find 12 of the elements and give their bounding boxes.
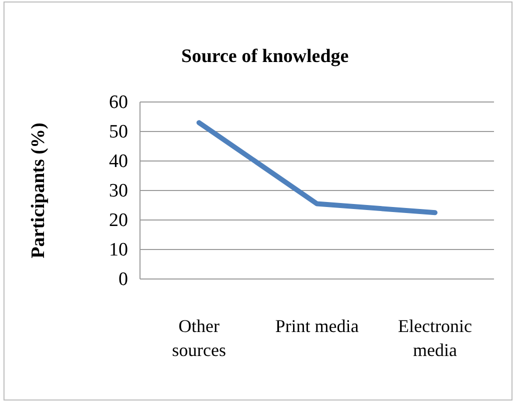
- y-tick-label: 20: [109, 210, 128, 232]
- y-tick-label: 40: [109, 151, 128, 172]
- x-tick-label: Electronic media: [398, 316, 472, 360]
- y-tick-label: 60: [109, 92, 128, 114]
- y-tick-label: 30: [109, 180, 128, 202]
- x-tick-label: Print media: [275, 316, 359, 336]
- y-tick-label: 0: [118, 269, 128, 290]
- x-tick-label: Other sources: [172, 316, 226, 360]
- y-tick-label: 10: [109, 240, 128, 261]
- y-axis-title: Participants (%): [28, 122, 49, 258]
- chart-title: Source of knowledge: [181, 46, 349, 67]
- y-tick-label: 50: [109, 122, 128, 143]
